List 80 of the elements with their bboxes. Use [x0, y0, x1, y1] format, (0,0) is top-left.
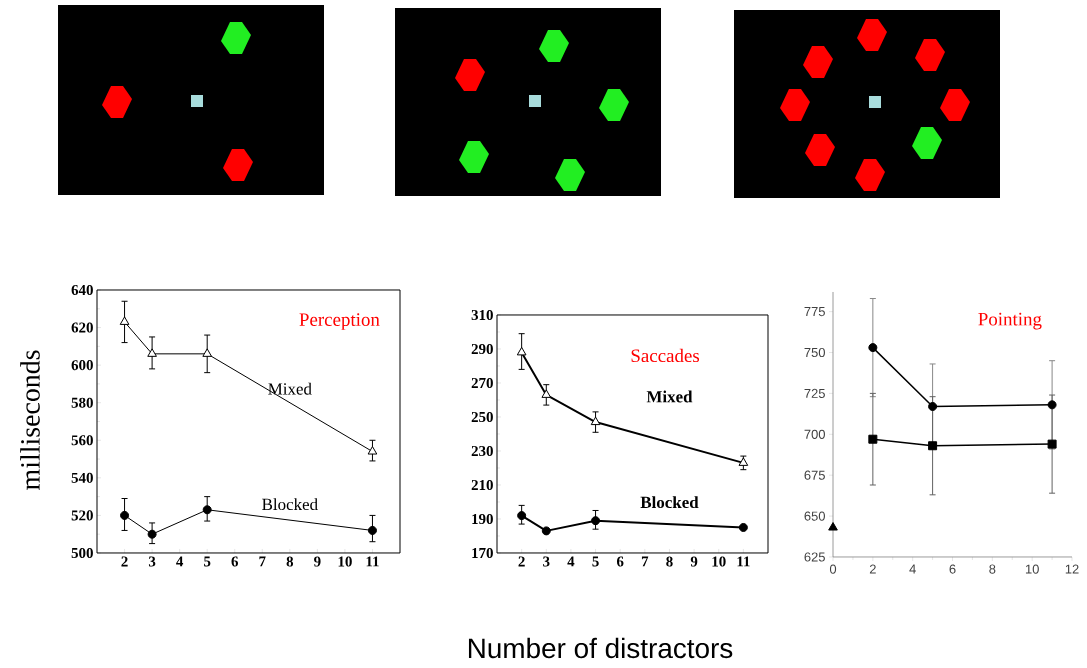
x-tick-label: 10 — [338, 556, 352, 567]
y-tick-label: 520 — [71, 510, 93, 521]
x-tick-label: 10 — [1025, 564, 1039, 574]
y-tick-label: 775 — [804, 307, 825, 317]
y-tick-label: 560 — [71, 435, 93, 446]
y-tick-label: 250 — [471, 411, 493, 423]
series-label: Mixed — [268, 382, 312, 395]
x-tick-label: 3 — [543, 556, 550, 567]
point — [516, 346, 527, 356]
point — [367, 446, 378, 455]
x-tick-label: 3 — [148, 556, 156, 567]
point — [868, 434, 878, 444]
point — [1047, 400, 1057, 410]
x-tick-label: 0 — [829, 564, 837, 574]
x-tick-label: 10 — [712, 556, 726, 567]
y-tick-label: 290 — [471, 343, 493, 355]
x-tick-label: 8 — [989, 564, 996, 574]
point — [738, 522, 748, 532]
point — [202, 348, 213, 357]
x-tick-label: 11 — [366, 556, 379, 567]
text: Perception — [299, 313, 380, 330]
point — [367, 525, 377, 535]
x-tick-label: 9 — [314, 556, 321, 567]
x-tick-label: 6 — [616, 556, 624, 567]
y-tick-label: 625 — [804, 552, 825, 562]
point — [541, 389, 552, 398]
y-tick-label: 675 — [804, 470, 825, 480]
x-tick-label: 7 — [641, 556, 649, 567]
text: Saccades — [631, 348, 700, 363]
x-tick-label: 7 — [259, 556, 266, 567]
x-tick-label: 8 — [666, 556, 673, 567]
point — [928, 401, 938, 411]
x-tick-label: 4 — [909, 564, 916, 574]
series-label: Blocked — [262, 498, 318, 511]
x-tick-label: 4 — [176, 556, 184, 567]
y-tick-label: 540 — [71, 472, 93, 483]
series-label: Blocked — [640, 496, 699, 509]
series-label: Mixed — [646, 390, 693, 403]
y-tick-label: 750 — [804, 347, 825, 358]
x-tick-label: 2 — [518, 556, 525, 567]
y-tick-label: 170 — [472, 547, 493, 559]
text: Pointing — [978, 312, 1042, 330]
y-tick-label: 310 — [471, 309, 493, 321]
point — [517, 511, 527, 521]
x-tick-label: 8 — [286, 556, 294, 567]
point — [828, 522, 838, 531]
point — [928, 441, 938, 451]
x-tick-label: 11 — [737, 556, 750, 567]
y-axis-title: milliseconds — [20, 350, 40, 490]
point — [591, 516, 601, 526]
y-tick-label: 620 — [71, 322, 93, 333]
x-tick-label: 5 — [204, 556, 211, 567]
y-tick-label: 700 — [804, 429, 825, 439]
x-tick-label: 2 — [121, 556, 128, 567]
y-tick-label: 650 — [804, 511, 825, 521]
y-tick-label: 190 — [472, 513, 493, 525]
point — [868, 343, 878, 353]
x-tick-label: 4 — [567, 556, 575, 567]
x-tick-label: 6 — [949, 564, 956, 574]
x-axis-title: Number of distractors — [468, 637, 733, 659]
point — [202, 505, 212, 515]
y-tick-label: 230 — [471, 445, 493, 457]
point — [590, 416, 601, 426]
point — [119, 316, 130, 325]
y-tick-label: 725 — [804, 388, 825, 398]
x-tick-label: 12 — [1065, 564, 1079, 574]
y-tick-label: 270 — [471, 377, 493, 389]
x-tick-label: 9 — [690, 556, 698, 567]
point — [541, 526, 551, 536]
y-tick-label: 500 — [71, 547, 93, 559]
y-tick-label: 580 — [71, 397, 93, 408]
point — [147, 529, 157, 539]
x-tick-label: 5 — [592, 556, 599, 567]
y-tick-label: 600 — [71, 360, 93, 371]
point — [147, 348, 157, 357]
y-tick-label: 210 — [471, 479, 493, 491]
x-tick-label: 2 — [869, 564, 876, 574]
x-tick-label: 6 — [231, 556, 239, 567]
point — [120, 510, 130, 520]
y-tick-label: 640 — [71, 284, 93, 296]
